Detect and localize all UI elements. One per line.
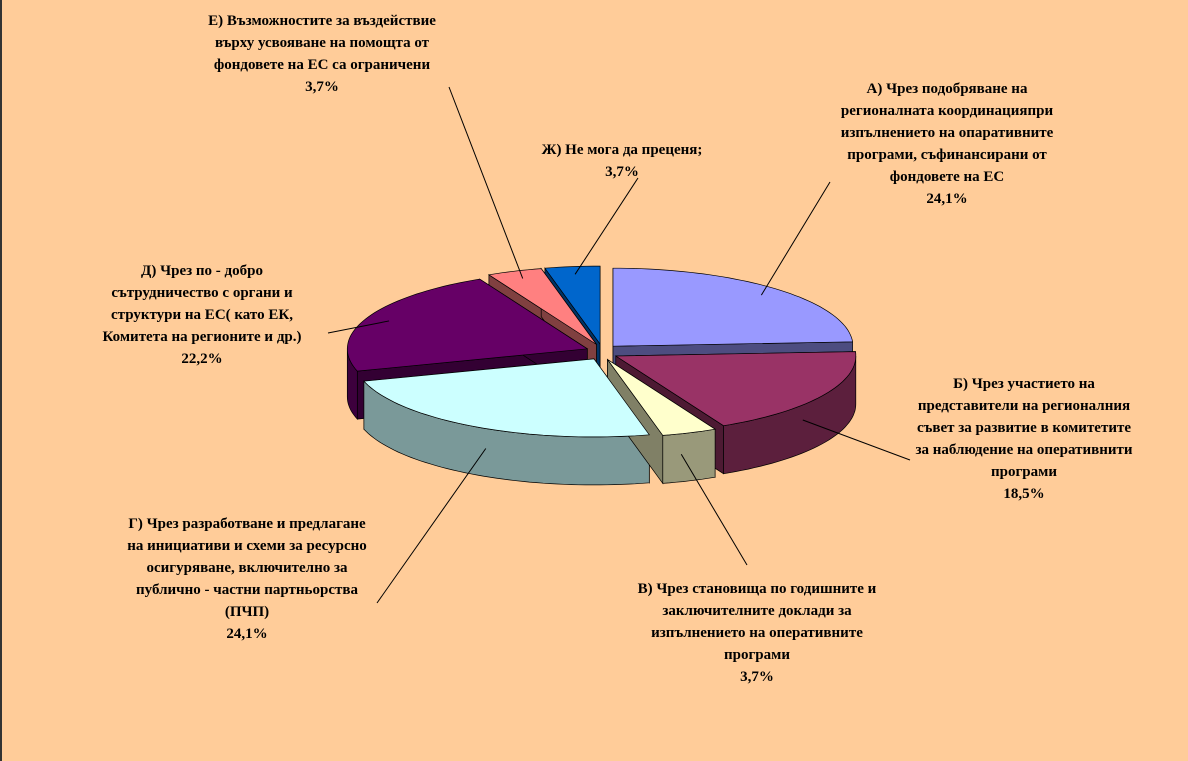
slice-label: Б) Чрез участието на представители на ре…: [909, 373, 1139, 505]
value-label: 3,7%: [605, 164, 639, 180]
leader-line: [376, 448, 487, 604]
category-label: В) Чрез становища по годишните и заключи…: [637, 581, 877, 663]
pie-slice: [346, 278, 589, 372]
leader-line: [802, 419, 911, 461]
slice-label: Е) Възможностите за въздействие върху ус…: [197, 10, 447, 98]
category-label: Ж) Не мога да преценя;: [541, 142, 703, 158]
category-label: Д) Чрез по - добро сътрудничество с орга…: [102, 263, 302, 345]
leader-line: [574, 177, 639, 275]
category-label: Г) Чрез разработване и предлагане на ини…: [127, 516, 367, 620]
leader-line: [760, 181, 831, 296]
value-label: 3,7%: [740, 669, 774, 685]
pie-slice: [487, 268, 597, 345]
pie-slice: [363, 358, 650, 438]
category-label: Е) Възможностите за въздействие върху ус…: [208, 13, 436, 73]
pie-slice: [614, 351, 857, 427]
leader-line: [448, 86, 524, 279]
slice-label: В) Чрез становища по годишните и заключи…: [632, 578, 882, 688]
value-label: 3,7%: [305, 79, 339, 95]
pie-slice: [607, 359, 717, 436]
category-label: А) Чрез подобряване на регионалната коор…: [840, 81, 1054, 185]
slice-label: Д) Чрез по - добро сътрудничество с орга…: [87, 260, 317, 370]
pie-slice: [612, 267, 854, 347]
slice-label: А) Чрез подобряване на регионалната коор…: [832, 78, 1062, 210]
leader-line: [327, 320, 390, 334]
slice-label: Г) Чрез разработване и предлагане на ини…: [122, 513, 372, 645]
value-label: 24,1%: [226, 626, 268, 642]
value-label: 22,2%: [181, 351, 223, 367]
category-label: Б) Чрез участието на представители на ре…: [915, 376, 1133, 480]
value-label: 18,5%: [1003, 486, 1045, 502]
slice-side: [662, 428, 716, 484]
slice-label: Ж) Не мога да преценя; 3,7%: [522, 139, 722, 183]
leader-line: [680, 454, 748, 566]
pie-slice: [544, 265, 601, 346]
value-label: 24,1%: [926, 191, 968, 207]
